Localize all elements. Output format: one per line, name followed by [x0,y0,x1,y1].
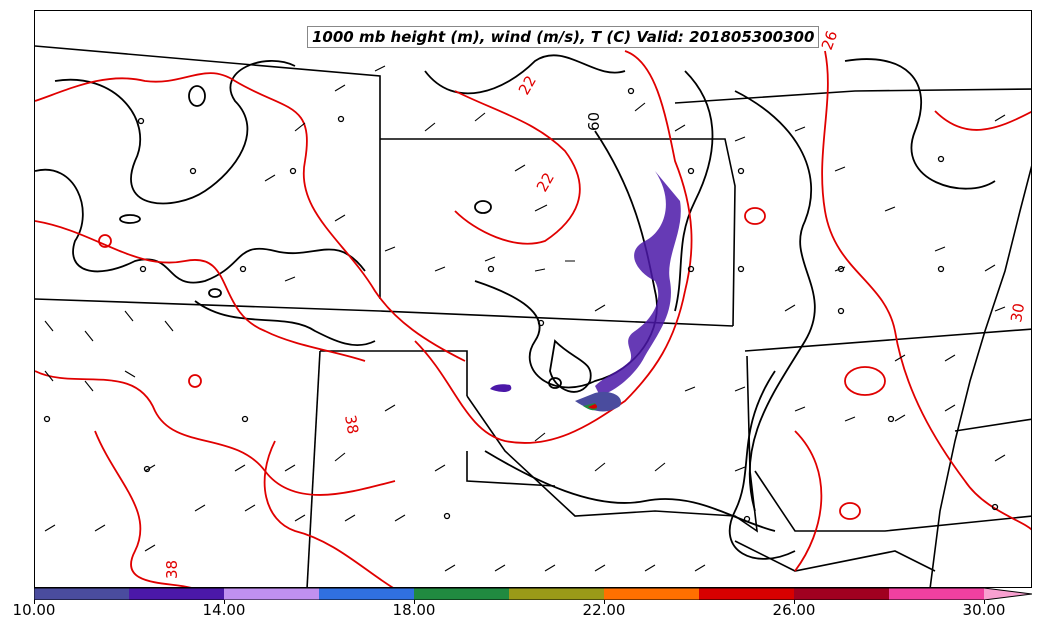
temp-label-26: 26 [818,28,841,52]
height-contours [35,54,996,560]
colorbar-tick-mark [414,600,415,604]
calm-circles [43,87,999,523]
temp-label-38a: 38 [341,414,362,436]
colorbar-bin-3 [319,588,414,600]
colorbar-tick-mark [34,600,35,604]
colorbar-tick-mark [604,600,605,604]
state-border-tx-ok [466,451,556,487]
colorbar-tick-mark [984,600,985,604]
colorbar-bin-5 [509,588,604,600]
temp-label-38b: 38 [163,560,181,579]
colorbar-bin-0 [34,588,129,600]
colorbar-tick-label: 10.00 [12,601,56,619]
colorbar-bin-4 [414,588,509,600]
state-border-tn-ms [954,418,1031,432]
colorbar-tick-mark [224,600,225,604]
colorbar-tick-label: 30.00 [962,601,1006,619]
colorbar-outline [34,588,1032,600]
colorbar-bin-1 [129,588,224,600]
colorbar-bin-7 [699,588,794,600]
map-canvas: 22 22 26 38 38 30 60 [35,28,1031,587]
map-panel: 22 22 26 38 38 30 60 1000 mb height (m),… [34,10,1032,588]
colorbar-bin-9 [889,588,984,600]
state-border-mo-ar [744,328,1031,352]
state-border-la-east [734,540,936,572]
colorbar-tick-label: 22.00 [582,601,626,619]
state-border-ok-west [320,350,468,396]
temp-label-30: 30 [1007,302,1028,324]
temp-label-22b: 22 [533,169,558,195]
temp-label-22a: 22 [515,72,540,98]
colorbar-bin-6 [604,588,699,600]
colorbar-extend-arrow [984,588,1032,600]
colorbar-bin-2 [224,588,319,600]
height-label-60: 60 [585,112,603,131]
colorbar-tick-mark [794,600,795,604]
state-border-nm-east [306,350,321,587]
colorbar [34,588,1032,600]
colorbar-labels: 10.00 14.00 18.00 22.00 26.00 30.00 [0,601,1041,625]
state-border-ok-south [466,355,758,533]
colorbar-bin-8 [794,588,889,600]
colorbar-tick-label: 18.00 [392,601,436,619]
state-border-mississippi-river [929,165,1031,587]
state-border-wy-south [35,45,381,299]
state-border-ia-mo [674,88,1031,104]
state-border-co-east [35,298,734,327]
wind-barbs [44,65,1006,572]
colorbar-tick-label: 14.00 [202,601,246,619]
temperature-contours [35,50,1031,587]
shaded-field [490,171,681,412]
map-title: 1000 mb height (m), wind (m/s), T (C) Va… [307,26,820,48]
colorbar-tick-label: 26.00 [772,601,816,619]
state-border-ar-la [754,470,1031,532]
